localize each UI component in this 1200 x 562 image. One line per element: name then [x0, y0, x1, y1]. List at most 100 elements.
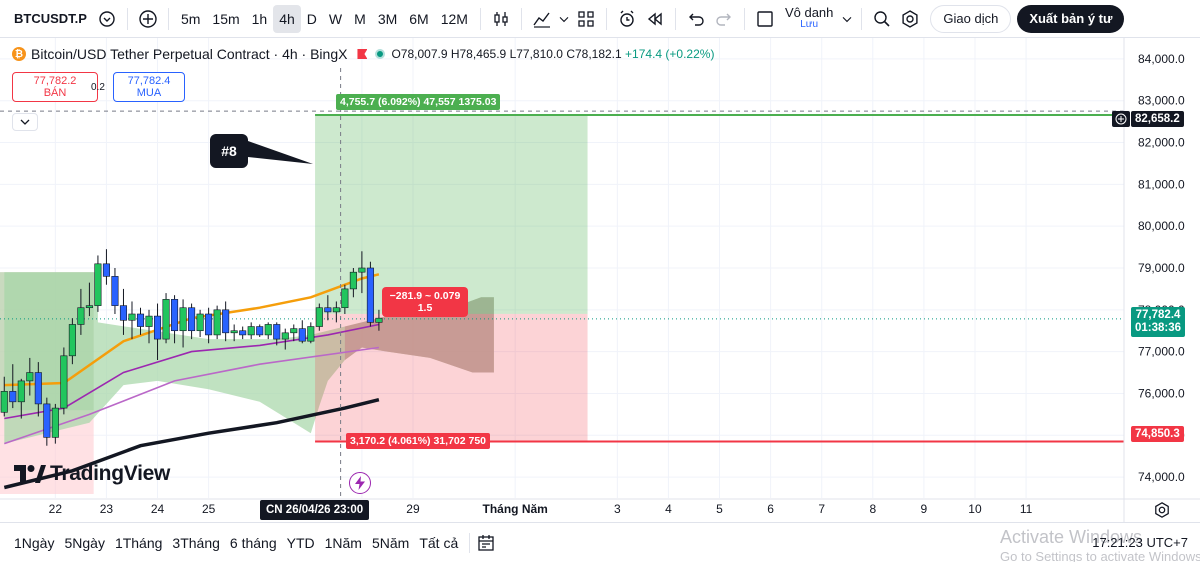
timeframe-m[interactable]: M [354, 10, 366, 27]
candle-body [349, 271, 357, 290]
price-tick-label: 76,000.0 [1138, 386, 1185, 400]
toolbar-divider [126, 7, 128, 30]
bitcoin-logo-icon: ₿ [12, 47, 26, 61]
candle-body [298, 328, 306, 342]
price-tick-label: 83,000.0 [1138, 94, 1185, 108]
time-tick-label: 25 [202, 502, 216, 516]
timeframe-4h[interactable]: 4h [273, 4, 301, 33]
bar-countdown: 01:38:36 [1135, 322, 1182, 334]
time-tick-label: 3 [614, 502, 621, 516]
plus-circle-icon [1115, 113, 1127, 125]
ohlc-low: L77,810.0 [509, 47, 563, 61]
target-price-tag: 82,658.2 [1131, 111, 1184, 127]
windows-activation-watermark: Activate Windows Go to Settings to activ… [1000, 527, 1200, 562]
date-range-list: 1Ngày 5Ngày 1Tháng 3Tháng 6 tháng YTD 1Năm 5Năm… [0, 535, 463, 551]
chevron-down-icon [20, 119, 30, 125]
time-tick-label: 24 [151, 502, 165, 516]
moving-average-line-4 [3, 398, 380, 490]
timeframe-3m[interactable]: 3M [377, 10, 398, 27]
timeframe-1h[interactable]: 1h [251, 10, 268, 27]
utc-clock[interactable]: 17:21:23 UTC+7 [1092, 535, 1188, 550]
range-button[interactable]: Tất cả [419, 534, 459, 551]
range-button[interactable]: 3Tháng [172, 534, 220, 551]
candle-type-icon[interactable] [487, 5, 515, 33]
target-info-label[interactable]: 4,755.7 (6.092%) 47,557 1375.03 [336, 94, 501, 110]
candle-body [256, 326, 264, 336]
position-target-zone [315, 115, 588, 314]
timeframe-d[interactable]: D [306, 10, 317, 27]
range-button[interactable]: YTD [286, 534, 315, 551]
redo-icon[interactable] [710, 5, 738, 33]
watermark-line1: Activate Windows [1000, 527, 1143, 547]
time-tick-label: 9 [921, 502, 928, 516]
collapse-legend-button[interactable] [12, 113, 38, 131]
candle-body [128, 313, 136, 321]
candle-body [205, 313, 213, 336]
layout-square-icon[interactable] [751, 5, 779, 33]
layout-status: Lưu [800, 18, 819, 30]
stop-info-label[interactable]: 3,170.2 (4.061%) 31,702 750 [346, 433, 491, 449]
timeframe-w[interactable]: W [328, 10, 343, 27]
symbol-title[interactable]: Bitcoin/USD Tether Perpetual Contract · … [31, 46, 348, 62]
toolbar-divider [861, 7, 863, 30]
timeframe-12m[interactable]: 12M [440, 10, 468, 27]
time-tick-label: 5 [716, 502, 723, 516]
pnl-line1: −281.9 ~ 0.079 [389, 290, 461, 302]
timeframe-6m[interactable]: 6M [409, 10, 429, 27]
replay-icon[interactable] [641, 5, 669, 33]
indicators-icon[interactable] [528, 5, 556, 33]
templates-grid-icon[interactable] [572, 5, 600, 33]
undo-icon[interactable] [682, 5, 710, 33]
buy-button[interactable]: 77,782.4 MUA [113, 72, 185, 102]
layout-name[interactable]: Vô danh Lưu [779, 6, 839, 31]
flag-icon[interactable] [357, 49, 368, 59]
candle-body [77, 307, 85, 325]
range-button[interactable]: 5Năm [371, 534, 410, 551]
ohlc-change: +174.4 (+0.22%) [625, 47, 715, 61]
toolbar-divider [743, 7, 745, 30]
candle-body [94, 263, 102, 306]
candle-body [273, 324, 281, 340]
chevron-down-icon[interactable] [839, 5, 855, 33]
publish-button[interactable]: Xuất bản ý tư [1017, 4, 1125, 33]
price-tick-label: 84,000.0 [1138, 52, 1185, 66]
symbol-search[interactable]: BTCUSDT.P [14, 11, 87, 26]
candle-body [290, 328, 298, 334]
chart-pane[interactable]: 74,000.075,000.076,000.077,000.078,000.0… [0, 38, 1200, 522]
range-button[interactable]: 1Năm [324, 534, 362, 551]
quick-search-icon[interactable] [868, 5, 896, 33]
current-price: 77,782.4 [1135, 309, 1181, 321]
watchlist-add-icon[interactable] [93, 5, 121, 33]
tradingview-logo[interactable]: TradingView [14, 462, 170, 486]
alert-icon[interactable] [613, 5, 641, 33]
current-price-tag: 77,782.4 01:38:36 [1131, 307, 1186, 337]
time-tick-label: 23 [100, 502, 114, 516]
axis-settings-icon[interactable] [1152, 500, 1172, 520]
time-tick-label: 6 [767, 502, 774, 516]
add-order-button[interactable] [1112, 111, 1130, 127]
timeframe-5m[interactable]: 5m [180, 10, 201, 27]
toolbar-divider [479, 7, 481, 30]
lightning-event-icon[interactable] [349, 472, 371, 494]
range-button[interactable]: 6 tháng [229, 534, 277, 551]
watermark-line2: Go to Settings to activate Windows. [1000, 549, 1200, 562]
settings-gear-icon[interactable] [896, 5, 924, 33]
candle-body [17, 380, 25, 403]
range-button[interactable]: 5Ngày [64, 534, 105, 551]
chevron-down-icon[interactable] [556, 5, 572, 33]
candle-body [332, 307, 340, 313]
calendar-goto-icon[interactable] [476, 533, 496, 553]
sell-price: 77,782.2 [33, 75, 77, 87]
callout-note[interactable]: #8 [210, 134, 248, 168]
range-button[interactable]: 1Ngày [14, 534, 55, 551]
candle-body [111, 276, 119, 306]
trade-button[interactable]: Giao dịch [930, 4, 1012, 33]
timeframe-15m[interactable]: 15m [212, 10, 240, 27]
sell-button[interactable]: 77,782.2 BÁN [12, 72, 98, 102]
price-chart[interactable]: 74,000.075,000.076,000.077,000.078,000.0… [0, 38, 1200, 522]
candle-body [153, 315, 162, 340]
pnl-info-label[interactable]: −281.9 ~ 0.079 1.5 [382, 287, 468, 317]
range-button[interactable]: 1Tháng [114, 534, 163, 551]
compare-plus-icon[interactable] [134, 5, 162, 33]
